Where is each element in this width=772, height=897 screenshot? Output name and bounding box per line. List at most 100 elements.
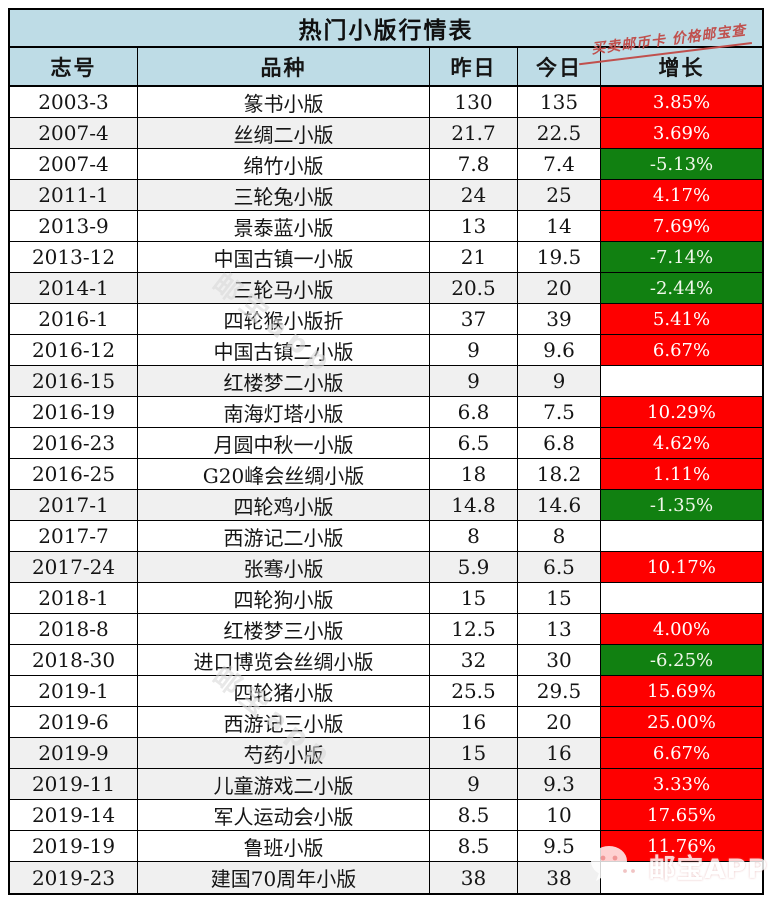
cell-growth: 1.11% bbox=[601, 459, 762, 490]
cell-variety: 三轮马小版 bbox=[138, 273, 430, 304]
table-row: 2016-25 G20峰会丝绸小版 18 18.2 1.11% bbox=[10, 459, 762, 490]
cell-variety: 建国70周年小版 bbox=[138, 862, 430, 893]
cell-variety: 西游记二小版 bbox=[138, 521, 430, 552]
cell-yesterday: 38 bbox=[430, 862, 518, 893]
cell-issue-no: 2019-11 bbox=[10, 769, 138, 800]
cell-yesterday: 21 bbox=[430, 242, 518, 273]
table-row: 2014-1 三轮马小版 20.5 20 -2.44% bbox=[10, 273, 762, 304]
cell-variety: 四轮猪小版 bbox=[138, 676, 430, 707]
cell-yesterday: 130 bbox=[430, 87, 518, 118]
cell-today: 15 bbox=[518, 583, 601, 614]
cell-today: 7.4 bbox=[518, 149, 601, 180]
cell-today: 135 bbox=[518, 87, 601, 118]
table-row: 2017-7 西游记二小版 8 8 bbox=[10, 521, 762, 552]
table-row: 2016-12 中国古镇二小版 9 9.6 6.67% bbox=[10, 335, 762, 366]
cell-yesterday: 21.7 bbox=[430, 118, 518, 149]
cell-yesterday: 9 bbox=[430, 366, 518, 397]
cell-issue-no: 2016-19 bbox=[10, 397, 138, 428]
table-row: 2018-30 进口博览会丝绸小版 32 30 -6.25% bbox=[10, 645, 762, 676]
cell-variety: 进口博览会丝绸小版 bbox=[138, 645, 430, 676]
cell-growth: 25.00% bbox=[601, 707, 762, 738]
cell-yesterday: 16 bbox=[430, 707, 518, 738]
cell-issue-no: 2017-1 bbox=[10, 490, 138, 521]
cell-issue-no: 2019-1 bbox=[10, 676, 138, 707]
cell-variety: 南海灯塔小版 bbox=[138, 397, 430, 428]
cell-yesterday: 8.5 bbox=[430, 800, 518, 831]
table-row: 2019-11 儿童游戏二小版 9 9.3 3.33% bbox=[10, 769, 762, 800]
table-row: 2019-19 鲁班小版 8.5 9.5 11.76% bbox=[10, 831, 762, 862]
cell-issue-no: 2007-4 bbox=[10, 149, 138, 180]
table-row: 2007-4 丝绸二小版 21.7 22.5 3.69% bbox=[10, 118, 762, 149]
cell-yesterday: 12.5 bbox=[430, 614, 518, 645]
cell-today: 14.6 bbox=[518, 490, 601, 521]
column-header-growth: 增长 bbox=[601, 48, 762, 87]
cell-today: 38 bbox=[518, 862, 601, 893]
cell-issue-no: 2016-1 bbox=[10, 304, 138, 335]
cell-today: 20 bbox=[518, 273, 601, 304]
table-row: 2017-24 张骞小版 5.9 6.5 10.17% bbox=[10, 552, 762, 583]
column-header-issue-no: 志号 bbox=[10, 48, 138, 87]
cell-variety: 景泰蓝小版 bbox=[138, 211, 430, 242]
cell-variety: G20峰会丝绸小版 bbox=[138, 459, 430, 490]
cell-variety: 四轮猴小版折 bbox=[138, 304, 430, 335]
cell-growth: -5.13% bbox=[601, 149, 762, 180]
table-row: 2018-1 四轮狗小版 15 15 bbox=[10, 583, 762, 614]
table-row: 2018-8 红楼梦三小版 12.5 13 4.00% bbox=[10, 614, 762, 645]
cell-issue-no: 2018-8 bbox=[10, 614, 138, 645]
cell-issue-no: 2019-23 bbox=[10, 862, 138, 893]
cell-growth: 10.17% bbox=[601, 552, 762, 583]
cell-variety: 绵竹小版 bbox=[138, 149, 430, 180]
cell-today: 22.5 bbox=[518, 118, 601, 149]
cell-issue-no: 2019-19 bbox=[10, 831, 138, 862]
cell-yesterday: 18 bbox=[430, 459, 518, 490]
cell-variety: 鲁班小版 bbox=[138, 831, 430, 862]
table-row: 2016-15 红楼梦二小版 9 9 bbox=[10, 366, 762, 397]
cell-today: 8 bbox=[518, 521, 601, 552]
column-header-today: 今日 bbox=[518, 48, 601, 87]
cell-issue-no: 2018-1 bbox=[10, 583, 138, 614]
page-title: 热门小版行情表 bbox=[298, 18, 474, 44]
table-title-row: 热门小版行情表 买卖邮币卡 价格邮宝查 bbox=[10, 10, 762, 66]
cell-issue-no: 2019-6 bbox=[10, 707, 138, 738]
table-row: 2011-1 三轮兔小版 24 25 4.17% bbox=[10, 180, 762, 211]
cell-growth: 4.00% bbox=[601, 614, 762, 645]
cell-growth: 3.33% bbox=[601, 769, 762, 800]
cell-growth bbox=[601, 521, 762, 552]
cell-growth: 3.85% bbox=[601, 87, 762, 118]
cell-issue-no: 2003-3 bbox=[10, 87, 138, 118]
table-row: 2013-12 中国古镇一小版 21 19.5 -7.14% bbox=[10, 242, 762, 273]
cell-growth: 17.65% bbox=[601, 800, 762, 831]
cell-yesterday: 9 bbox=[430, 769, 518, 800]
table-row: 2007-4 绵竹小版 7.8 7.4 -5.13% bbox=[10, 149, 762, 180]
cell-today: 13 bbox=[518, 614, 601, 645]
cell-today: 7.5 bbox=[518, 397, 601, 428]
cell-yesterday: 6.8 bbox=[430, 397, 518, 428]
cell-today: 9.6 bbox=[518, 335, 601, 366]
cell-issue-no: 2016-15 bbox=[10, 366, 138, 397]
cell-issue-no: 2019-9 bbox=[10, 738, 138, 769]
cell-yesterday: 8.5 bbox=[430, 831, 518, 862]
cell-variety: 红楼梦二小版 bbox=[138, 366, 430, 397]
cell-today: 10 bbox=[518, 800, 601, 831]
cell-today: 9 bbox=[518, 366, 601, 397]
cell-variety: 张骞小版 bbox=[138, 552, 430, 583]
cell-growth bbox=[601, 862, 762, 893]
cell-yesterday: 14.8 bbox=[430, 490, 518, 521]
cell-variety: 儿童游戏二小版 bbox=[138, 769, 430, 800]
cell-growth: -6.25% bbox=[601, 645, 762, 676]
cell-yesterday: 32 bbox=[430, 645, 518, 676]
cell-variety: 月圆中秋一小版 bbox=[138, 428, 430, 459]
cell-growth: 4.17% bbox=[601, 180, 762, 211]
cell-growth: 7.69% bbox=[601, 211, 762, 242]
cell-growth: 10.29% bbox=[601, 397, 762, 428]
cell-variety: 篆书小版 bbox=[138, 87, 430, 118]
table-row: 2019-23 建国70周年小版 38 38 bbox=[10, 862, 762, 893]
cell-today: 9.5 bbox=[518, 831, 601, 862]
cell-growth: 5.41% bbox=[601, 304, 762, 335]
cell-today: 14 bbox=[518, 211, 601, 242]
cell-yesterday: 5.9 bbox=[430, 552, 518, 583]
cell-today: 6.8 bbox=[518, 428, 601, 459]
cell-growth: 15.69% bbox=[601, 676, 762, 707]
cell-yesterday: 6.5 bbox=[430, 428, 518, 459]
